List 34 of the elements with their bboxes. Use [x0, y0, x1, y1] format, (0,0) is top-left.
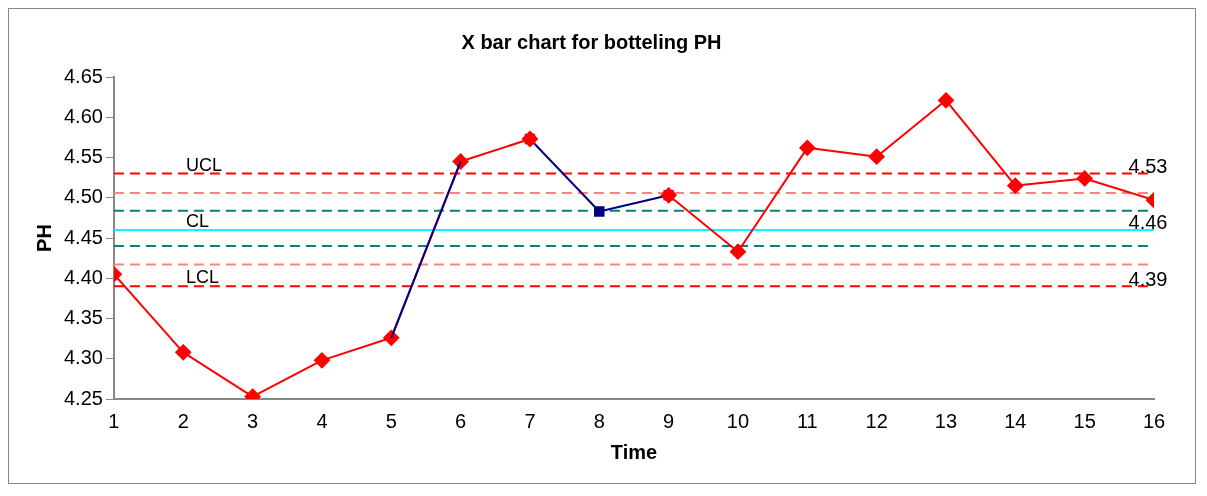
x-tick-label: 4 — [316, 409, 328, 432]
x-tick-label: 11 — [796, 409, 818, 432]
x-tick-label: 3 — [247, 409, 259, 432]
x-tick-label: 6 — [455, 409, 467, 432]
annotation: 4.39 — [1128, 267, 1168, 290]
y-axis-title: PH — [32, 224, 55, 252]
x-tick-label: 16 — [1142, 409, 1166, 432]
x-tick-label: 14 — [1004, 409, 1027, 432]
x-tick-label: 15 — [1073, 409, 1096, 432]
y-tick-label: 4.50 — [63, 185, 103, 208]
y-tick-label: 4.60 — [63, 104, 103, 127]
x-tick-label: 10 — [726, 409, 750, 432]
x-tick-label: 2 — [177, 409, 189, 432]
x-tick-label: 12 — [865, 409, 888, 432]
x-tick-label: 1 — [108, 409, 120, 432]
annotation: 4.53 — [1128, 155, 1168, 178]
y-tick-label: 4.55 — [63, 145, 103, 168]
x-tick-label: 8 — [593, 409, 605, 432]
y-tick-label: 4.25 — [63, 386, 103, 409]
x-tick-label: 9 — [663, 409, 675, 432]
x-tick-label: 7 — [524, 409, 536, 432]
chart-title: X bar chart for botteling PH — [461, 30, 722, 53]
x-tick-label: 5 — [385, 409, 397, 432]
annotation: 4.46 — [1128, 211, 1168, 234]
y-tick-label: 4.45 — [63, 225, 103, 248]
y-tick-label: 4.30 — [63, 346, 103, 369]
x-tick-label: 13 — [934, 409, 958, 432]
ref-line-label: UCL — [185, 154, 222, 175]
y-tick-label: 4.40 — [63, 265, 103, 288]
ref-line-label: LCL — [185, 267, 219, 288]
ref-line-label: CL — [185, 210, 209, 231]
y-tick-label: 4.35 — [63, 306, 103, 329]
x-axis-title: Time — [610, 440, 658, 463]
y-tick-label: 4.65 — [63, 64, 103, 87]
